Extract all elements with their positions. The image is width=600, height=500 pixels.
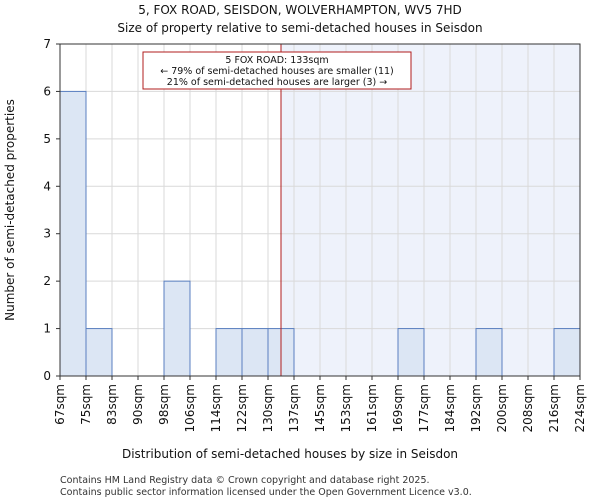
footer-line2: Contains public sector information licen… [60, 487, 472, 498]
histogram-bar [475, 328, 503, 377]
x-tick-label: 67sqm [53, 384, 67, 425]
annotation-line2: ← 79% of semi-detached houses are smalle… [160, 66, 394, 77]
y-tick-label: 4 [43, 179, 51, 193]
x-tick-label: 184sqm [443, 384, 457, 432]
x-tick-label: 224sqm [573, 384, 587, 432]
x-tick-label: 130sqm [261, 384, 275, 432]
histogram-bar [163, 280, 191, 377]
x-tick-label: 98sqm [157, 384, 171, 425]
histogram-bar [397, 328, 425, 377]
x-tick-label: 145sqm [313, 384, 327, 432]
histogram-bar [241, 328, 269, 377]
x-tick-label: 106sqm [183, 384, 197, 432]
x-tick-label: 90sqm [131, 384, 145, 425]
x-tick-label: 122sqm [235, 384, 249, 432]
x-tick-label: 208sqm [521, 384, 535, 432]
histogram-bar [215, 328, 243, 377]
histogram-bar [59, 90, 87, 377]
x-tick-label: 177sqm [417, 384, 431, 432]
y-tick-label: 2 [43, 274, 51, 288]
x-tick-label: 169sqm [391, 384, 405, 432]
x-tick-label: 83sqm [105, 384, 119, 425]
y-tick-label: 5 [43, 132, 51, 146]
annotation-line3: 21% of semi-detached houses are larger (… [167, 77, 387, 88]
larger-region-shade [281, 44, 580, 376]
footer-line1: Contains HM Land Registry data © Crown c… [60, 475, 430, 486]
x-tick-label: 200sqm [495, 384, 509, 432]
y-tick-label: 0 [43, 369, 51, 383]
histogram-bar [553, 328, 581, 377]
y-axis-title: Number of semi-detached properties [3, 99, 17, 321]
annotation-line1: 5 FOX ROAD: 133sqm [225, 55, 328, 66]
y-tick-label: 7 [43, 37, 51, 51]
annotation-box [142, 51, 412, 90]
x-tick-label: 153sqm [339, 384, 353, 432]
x-axis-title: Distribution of semi-detached houses by … [122, 447, 458, 461]
x-tick-label: 192sqm [469, 384, 483, 432]
x-tick-label: 161sqm [365, 384, 379, 432]
chart-title-line1: 5, FOX ROAD, SEISDON, WOLVERHAMPTON, WV5… [138, 3, 462, 17]
y-tick-label: 6 [43, 84, 51, 98]
y-tick-label: 3 [43, 227, 51, 241]
x-tick-label: 137sqm [287, 384, 301, 432]
histogram-bar [85, 328, 113, 377]
x-tick-label: 75sqm [79, 384, 93, 425]
chart-title-line2: Size of property relative to semi-detach… [117, 21, 482, 35]
x-tick-label: 114sqm [209, 384, 223, 432]
x-tick-label: 216sqm [547, 384, 561, 432]
y-tick-label: 1 [43, 322, 51, 336]
